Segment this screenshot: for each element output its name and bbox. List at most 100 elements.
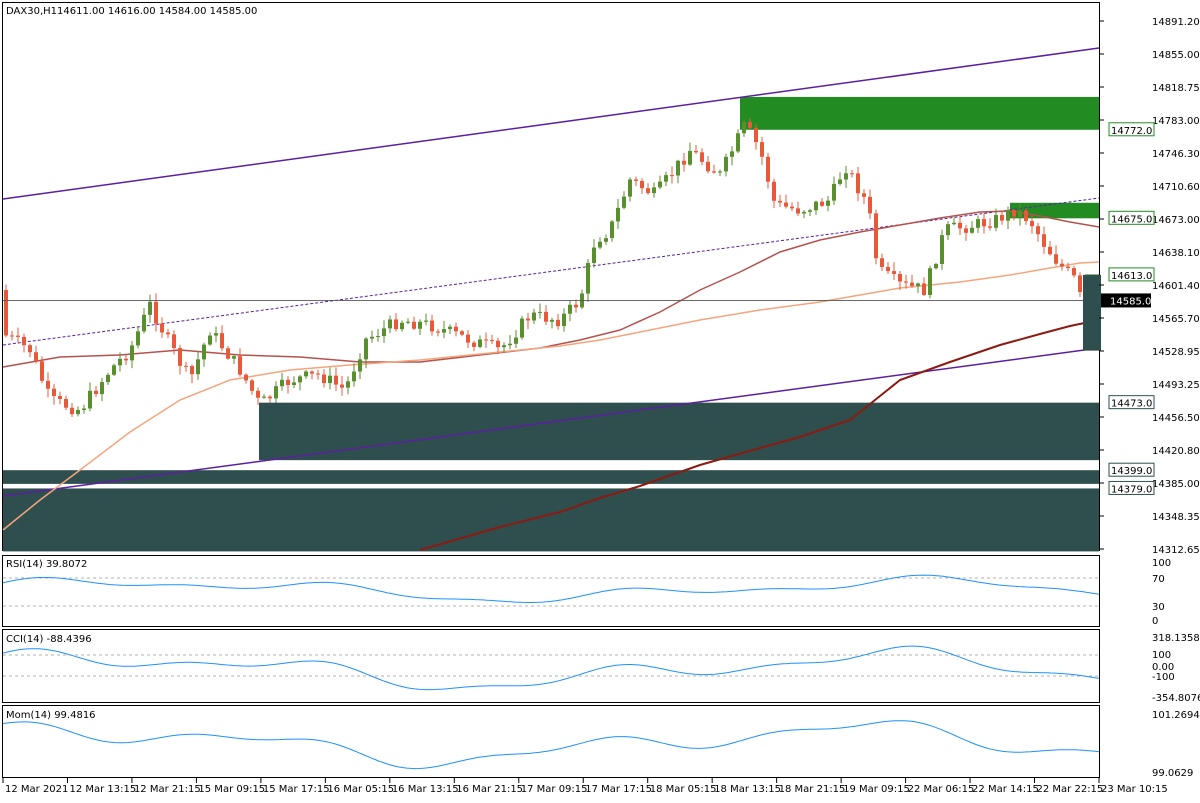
mom-label: Mom(14) 99.4816 [6,710,96,721]
candle-body [34,352,38,362]
price-tick-label: 14818.75 [1152,83,1200,94]
candle-body [190,366,194,375]
level-tag-box [1108,267,1155,282]
candle-body [856,173,860,194]
candle-body [688,150,692,165]
candle-body [412,321,416,329]
candle-body [166,332,170,335]
cci-level-100: 100 [1152,650,1171,661]
candle-body [730,151,734,157]
time-label: 23 Mar 10:15 [1101,784,1168,795]
candle-body [154,301,158,324]
level-tag-text: 14399.0 [1111,466,1152,477]
rsi-label: RSI(14) 39.8072 [6,559,87,570]
level-tag-text: 14379.0 [1111,484,1152,495]
candle-body [568,304,572,314]
candle-body [598,241,602,248]
ma-fast-line [2,210,1100,368]
current-zone [1083,274,1101,351]
candle-body [616,207,620,222]
level-tag-text: 14473.0 [1111,399,1152,410]
candle-body [592,247,596,263]
mom-level-max: 101.2694 [1152,710,1200,721]
price-tick-label: 14312.65 [1152,545,1200,556]
zone-4 [3,488,1099,552]
candle-body [556,319,560,327]
candle-body [922,283,926,295]
candle-body [802,211,806,214]
time-label: 17 Mar 17:15 [585,784,652,795]
channel-upper-line [2,47,1100,200]
candle-body [118,358,122,366]
level-tag-box [1108,395,1155,410]
candle-body [322,374,326,384]
cci-level-min: -354.8076 [1152,693,1200,704]
candle-body [694,150,698,153]
candle-body [496,340,500,348]
candle-body [430,320,434,332]
candle-body [250,380,254,391]
current-price-text: 14585.00 [1110,296,1158,307]
candle-body [790,206,794,209]
time-label: 12 Mar 2021 [5,784,68,795]
candle-body [448,326,452,330]
candle-body [520,318,524,338]
candle-body [814,201,818,211]
candle-body [478,339,482,347]
time-label: 16 Mar 05:15 [327,784,394,795]
candle-body [988,226,992,228]
candle-body [106,374,110,383]
candle-body [718,171,722,173]
candle-body [418,321,422,329]
candle-body [1054,254,1058,264]
candle-body [346,381,350,388]
candle-body [490,340,494,342]
candle-body [136,331,140,346]
candle-body [304,371,308,377]
time-label: 18 Mar 21:15 [779,784,846,795]
candle-body [22,336,26,346]
candle-body [262,396,266,398]
candle-body [604,238,608,242]
time-label: 18 Mar 05:15 [650,784,717,795]
mom-line [2,720,1100,770]
candle-body [352,371,356,382]
candle-body [316,373,320,375]
candle-body [664,175,668,182]
candle-body [214,333,218,336]
candle-body [178,348,182,366]
candle-body [508,343,512,346]
candle-body [1000,214,1004,221]
level-tag: 14675.0 [1108,210,1155,225]
candle-body [340,384,344,388]
candle-body [670,175,674,177]
time-label: 12 Mar 13:15 [69,784,136,795]
cci-label: CCI(14) -88.4396 [6,634,92,645]
candle-body [682,160,686,165]
candle-body [574,304,578,308]
time-label: 12 Mar 21:15 [134,784,201,795]
mom-level-min: 99.0629 [1152,768,1193,779]
candle-body [364,338,368,360]
candle-body [826,200,830,206]
candle-body [484,339,488,341]
candle-body [964,228,968,233]
candle-body [334,375,338,385]
candle-body [88,390,92,409]
candle-body [160,323,164,333]
candle-body [778,200,782,203]
price-tick-label: 14456.50 [1152,413,1200,424]
candle-body [622,196,626,208]
candle-body [646,188,650,194]
candle-body [934,263,938,269]
candle-body [850,173,854,175]
price-tick-label: 14710.60 [1152,182,1200,193]
candle-body [376,336,380,338]
candle-body [880,258,884,268]
candle-body [538,311,542,313]
level-tag-text: 14675.0 [1111,214,1152,225]
candle-body [130,345,134,361]
main-panel-frame [2,2,1100,551]
candle-body [970,227,974,233]
candle-body [748,122,752,128]
